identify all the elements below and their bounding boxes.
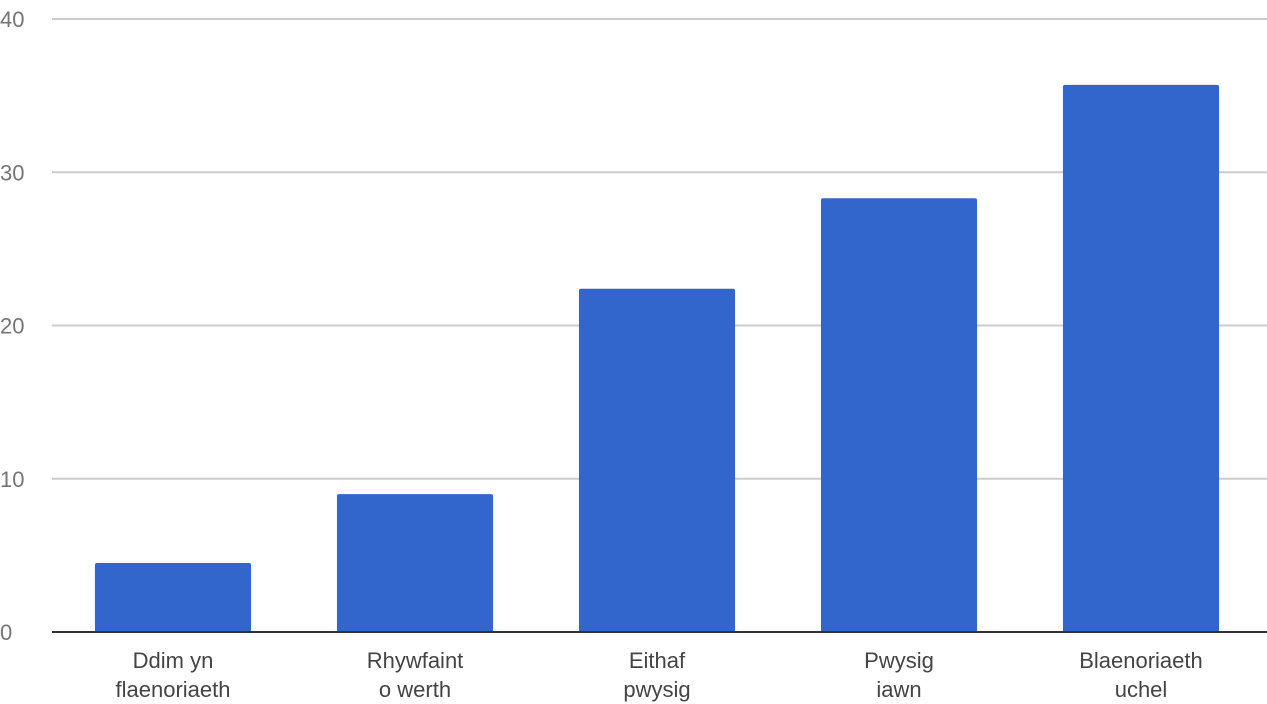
y-tick-label: 40 [0, 7, 24, 32]
x-category-label-line: Pwysig [864, 648, 934, 673]
x-category-label-line: Ddim yn [133, 648, 214, 673]
x-category-label-line: o werth [379, 677, 451, 702]
x-category-label-line: flaenoriaeth [116, 677, 231, 702]
y-tick-label: 10 [0, 467, 24, 492]
y-tick-label: 30 [0, 160, 24, 185]
y-axis-tick-labels: 0 10 20 30 40 [0, 7, 24, 645]
bars [94, 84, 1220, 633]
bar [578, 288, 736, 632]
x-category-label: Rhywfaint o werth [367, 648, 464, 702]
bar [820, 198, 978, 633]
x-category-label-line: uchel [1115, 677, 1168, 702]
bar [94, 563, 252, 632]
x-category-label-line: iawn [876, 677, 921, 702]
x-category-label: Eithaf pwysig [623, 648, 690, 702]
y-tick-label: 0 [0, 620, 12, 645]
x-category-label-line: pwysig [623, 677, 690, 702]
x-category-label-line: Blaenoriaeth [1079, 648, 1203, 673]
bar [1062, 84, 1220, 632]
x-category-label-line: Eithaf [629, 648, 686, 673]
y-tick-label: 20 [0, 314, 24, 339]
x-category-label-line: Rhywfaint [367, 648, 464, 673]
x-category-label: Blaenoriaeth uchel [1079, 648, 1203, 702]
x-axis-category-labels: Ddim yn flaenoriaeth Rhywfaint o werth Eitha… [116, 648, 1203, 702]
x-category-label: Ddim yn flaenoriaeth [116, 648, 231, 702]
x-category-label: Pwysig iawn [864, 648, 934, 702]
bar [336, 494, 494, 632]
